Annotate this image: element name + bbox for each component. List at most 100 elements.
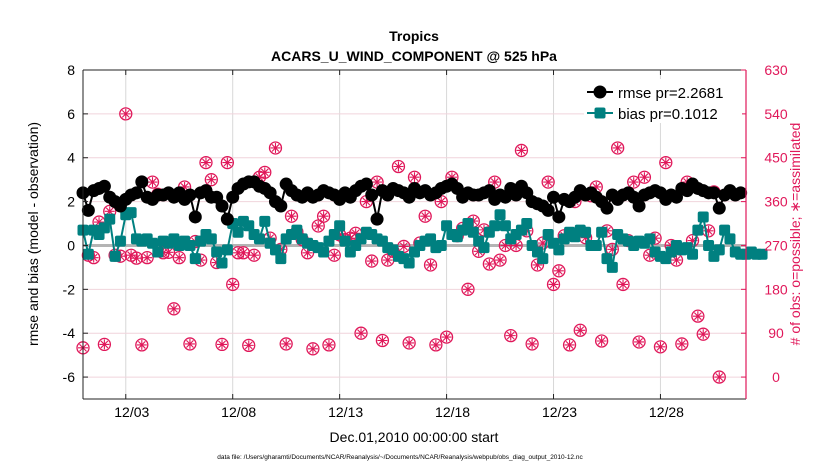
bias-point [713,244,725,256]
bias-point [756,248,768,260]
x-tick-label: 12/08 [221,404,256,420]
obs-assimilated-point [307,343,318,354]
obs-possible-point [594,334,609,348]
obs-possible-point [354,326,368,340]
obs-assimilated-point [259,167,270,178]
bias-point [425,233,437,245]
obs-assimilated-point [270,142,281,153]
bias-point [98,222,110,234]
rmse-point [359,177,373,191]
obs-assimilated-point [553,265,564,276]
obs-assimilated-point [484,258,495,269]
obs-assimilated-point [591,181,602,192]
obs-assimilated-point [94,217,105,228]
obs-assimilated-point [511,240,522,251]
obs-assimilated-point [607,244,618,255]
obs-assimilated-point [393,161,404,172]
obs-possible-point [204,173,218,187]
obs-assimilated-point [318,211,329,222]
obs-possible-point [504,328,518,343]
obs-assimilated-point [495,255,506,266]
obs-possible-point [183,337,197,351]
obs-assimilated-point [104,206,115,217]
y-tick-label: -4 [63,325,76,341]
bias-point [697,211,709,223]
rmse-point [734,186,748,200]
rmse-point [135,175,149,189]
rmse-point [365,188,379,202]
obs-possible-point [525,337,539,351]
obs-possible-point [659,155,673,170]
obs-possible-point [616,277,630,292]
obs-possible-point [546,277,561,292]
obs-assimilated-point [281,338,292,349]
y2-tick-label: 0 [772,369,780,385]
bias-point [243,220,255,232]
obs-assimilated-point [136,339,147,350]
bias-point [494,209,506,221]
obs-assimilated-point [441,332,452,343]
y-tick-label: 6 [67,106,75,122]
obs-assimilated-point [398,241,409,252]
obs-possible-point [696,327,710,341]
obs-possible-point [316,209,331,223]
obs-assimilated-point [489,177,500,188]
obs-assimilated-point [99,339,110,350]
obs-possible-point [365,254,379,268]
bias-point [339,235,351,247]
rmse-point [370,212,384,226]
obs-assimilated-point [350,228,361,239]
y2-tick-label: 450 [764,150,788,166]
x-axis-label: Dec.01,2010 00:00:00 start [330,429,499,445]
bias-point [232,226,244,238]
obs-assimilated-point [564,339,575,350]
obs-possible-point [637,170,652,184]
rmse-point [220,212,234,226]
obs-assimilated-point [163,247,174,258]
y-tick-label: 4 [67,150,75,166]
obs-assimilated-point [174,252,185,263]
obs-assimilated-point [671,255,682,266]
rmse-point [552,210,566,224]
bias-point [692,224,704,236]
obs-assimilated-point [377,335,388,346]
obs-assimilated-point [323,339,334,350]
bias-point [259,215,271,227]
obs-possible-point [215,337,229,352]
obs-possible-point [284,209,299,223]
bias-point [435,239,447,251]
bias-point [441,220,453,232]
bias-point [462,218,474,230]
obs-possible-point [97,337,112,352]
y-tick-label: 8 [67,62,75,78]
obs-assimilated-point [200,157,211,168]
y-tick-label: 2 [67,194,75,210]
obs-assimilated-point [329,250,340,261]
obs-assimilated-point [628,177,639,188]
obs-possible-point [712,370,726,384]
y2-tick-label: 540 [764,106,788,122]
obs-possible-point [172,251,186,265]
bias-point [184,239,196,251]
obs-assimilated-point [366,256,377,267]
obs-possible-point [541,175,555,189]
obs-possible-point [135,338,149,352]
obs-assimilated-point [639,172,650,183]
y2-tick-label: 630 [764,62,788,78]
footer-data-file: data file: /Users/gharamti/Documents/NCA… [217,454,583,461]
y2-tick-label: 180 [764,281,788,297]
bias-point [291,224,303,236]
legend-bias-marker [594,107,606,119]
y2-tick-label: 90 [768,325,784,341]
legend-rmse-label: rmse pr=2.2681 [618,85,723,102]
obs-possible-point [375,333,390,348]
rmse-point [632,199,646,213]
obs-possible-point [691,309,705,323]
obs-possible-point [675,337,689,351]
y2-axis-label: # of obs: o=possible; ∗=assimilated [787,123,803,346]
rmse-point [215,199,229,213]
obs-possible-point [279,337,293,351]
obs-assimilated-point [543,177,554,188]
y-tick-label: -6 [63,369,76,385]
obs-possible-point [322,338,336,352]
